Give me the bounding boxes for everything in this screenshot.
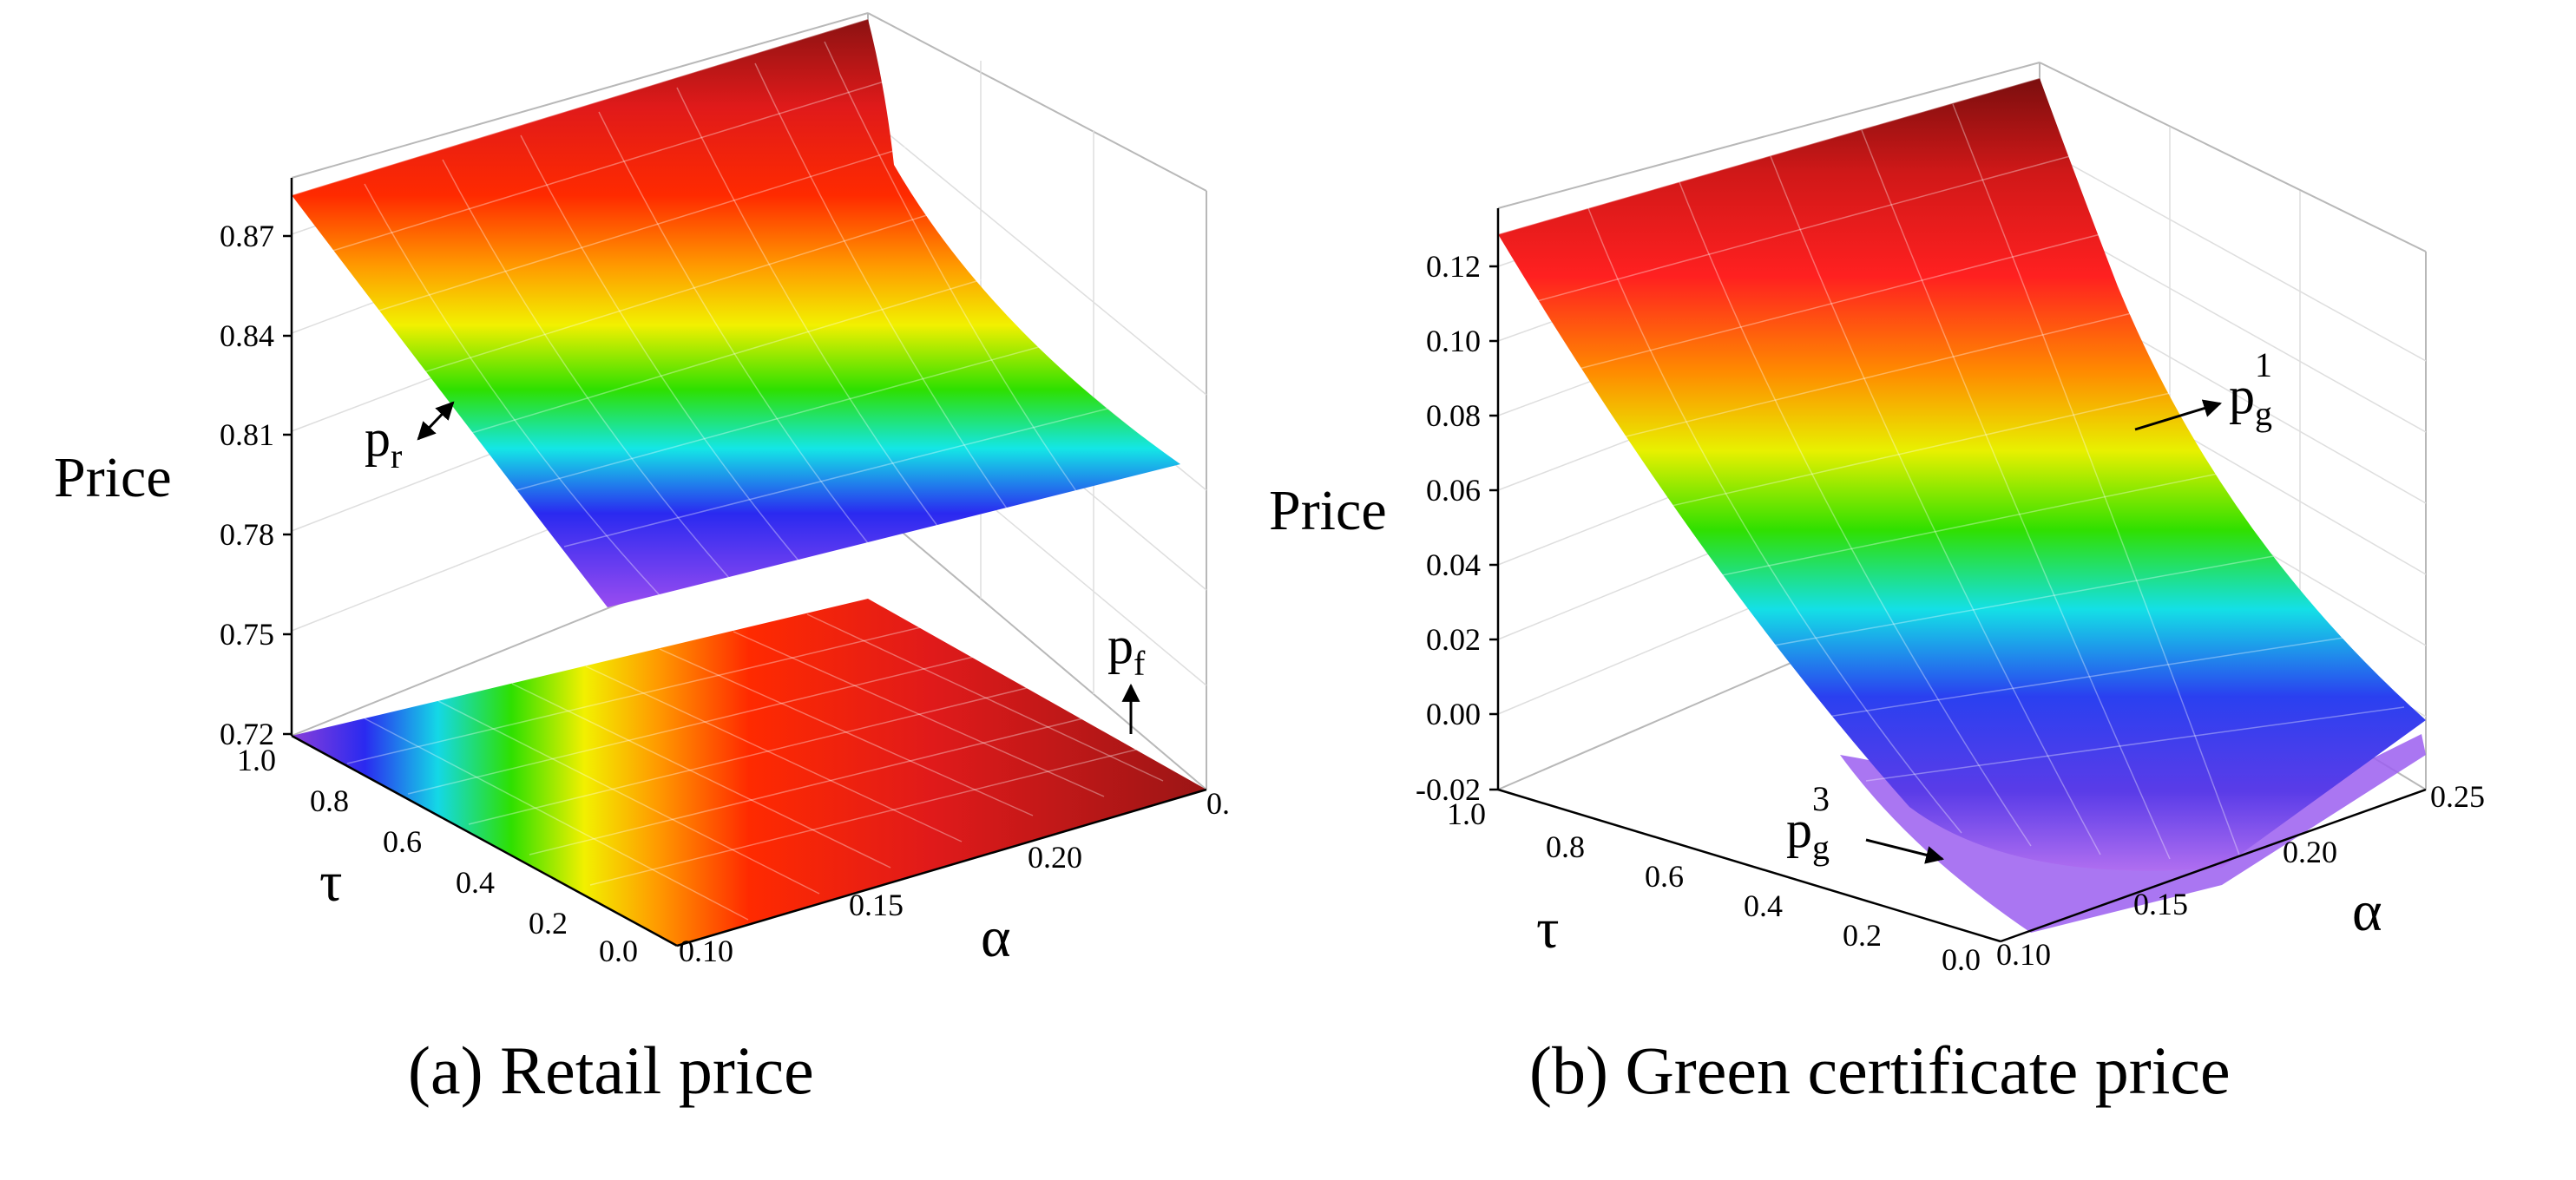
tau-tick-b: 1.0 (1447, 796, 1486, 831)
z-axis-b: -0.02 0.00 0.02 0.04 0.06 0.08 0.10 0.12… (1269, 208, 1500, 807)
tau-tick-b: 0.4 (1744, 888, 1783, 923)
z-tick-b: -0.02 (1416, 772, 1481, 807)
svg-text:pg3: pg 3 (1786, 779, 1830, 867)
z-axis-a: 0.72 0.75 0.78 0.81 0.84 0.87 Price (54, 178, 293, 751)
z-tick-a: 0.84 (220, 318, 274, 353)
p-g3-sub: g (1812, 828, 1830, 867)
surface-p-r (291, 18, 1180, 607)
alpha-tick-b: 0.10 (1996, 937, 2051, 972)
caption-b: (b) Green certificate price (1529, 1032, 2231, 1108)
svg-text:pg1: pg 1 (2229, 345, 2272, 433)
tau-tick-b: 0.6 (1645, 859, 1684, 894)
p-g3-sup: 3 (1812, 779, 1830, 818)
alpha-axis-b: 0.10 0.15 0.20 0.25 α (1996, 779, 2485, 972)
p-g1-sup: 1 (2255, 345, 2272, 384)
chart-green-certificate-price: -0.02 0.00 0.02 0.04 0.06 0.08 0.10 0.12… (1269, 62, 2485, 1108)
surface-p-f (292, 599, 1206, 946)
z-tick-a: 0.75 (220, 617, 274, 652)
z-tick-b: 0.10 (1426, 324, 1481, 358)
tau-tick-b: 0.2 (1843, 918, 1882, 953)
tau-tick-b: 0.8 (1546, 829, 1585, 864)
z-tick-b: 0.12 (1426, 249, 1481, 284)
z-tick-b: 0.06 (1426, 473, 1481, 508)
chart-retail-price: 0.72 0.75 0.78 0.81 0.84 0.87 Price 1.0 … (54, 12, 1230, 1108)
alpha-tick-a: 0.10 (679, 934, 733, 968)
p-r-main: p (365, 410, 391, 467)
p-f-main: p (1107, 617, 1134, 674)
z-tick-b: 0.02 (1426, 622, 1481, 657)
p-r-sub: r (391, 436, 402, 475)
p-g3-main: p (1786, 801, 1812, 858)
z-tick-b: 0.08 (1426, 398, 1481, 433)
tau-axis-label-a: τ (319, 850, 343, 914)
alpha-axis-label-a: α (981, 906, 1011, 969)
alpha-tick-a: 0.20 (1028, 840, 1082, 875)
tau-tick-a: 0.2 (529, 906, 568, 941)
annotation-p-f: pf (1107, 617, 1146, 734)
alpha-axis-label-b: α (2352, 880, 2382, 943)
tau-tick-a: 0.4 (456, 865, 495, 900)
tau-tick-a: 0.8 (310, 783, 349, 818)
tau-tick-a: 0.0 (599, 934, 638, 968)
z-tick-a: 0.81 (220, 417, 274, 452)
z-tick-a: 0.87 (220, 219, 274, 253)
tau-axis-a: 1.0 0.8 0.6 0.4 0.2 0.0 τ (237, 734, 678, 968)
z-axis-label-b: Price (1269, 479, 1387, 542)
tau-tick-a: 0.6 (383, 824, 422, 859)
p-f-sub: f (1134, 644, 1146, 683)
p-g1-main: p (2229, 367, 2255, 424)
tau-tick-a: 1.0 (237, 743, 276, 777)
z-tick-a: 0.72 (220, 717, 274, 751)
z-axis-label-a: Price (54, 446, 172, 509)
alpha-tick-b: 0.25 (2430, 779, 2485, 814)
annotation-p-g1: pg 1 (2134, 345, 2272, 433)
alpha-tick-b: 0.20 (2283, 835, 2337, 869)
tau-axis-b: 1.0 0.8 0.6 0.4 0.2 0.0 τ (1447, 788, 2001, 977)
caption-a: (a) Retail price (408, 1032, 814, 1108)
alpha-tick-a: 0.15 (849, 888, 904, 922)
z-tick-a: 0.78 (220, 517, 274, 552)
surface-p-g1 (1497, 77, 2426, 871)
p-g1-sub: g (2255, 394, 2272, 433)
alpha-axis-a: 0.10 0.15 0.20 0. α (676, 786, 1230, 969)
z-tick-b: 0.00 (1426, 697, 1481, 731)
z-tick-b: 0.04 (1426, 547, 1481, 582)
annotation-p-g3: pg 3 (1786, 779, 1945, 867)
tau-axis-label-b: τ (1536, 897, 1560, 960)
svg-text:pf: pf (1107, 617, 1146, 683)
surface-p-g3 (1840, 734, 2426, 933)
svg-text:pr: pr (365, 410, 402, 475)
alpha-tick-b: 0.15 (2133, 887, 2188, 921)
annotation-p-r: pr (365, 401, 455, 475)
alpha-tick-a: 0. (1206, 786, 1230, 821)
tau-tick-b: 0.0 (1942, 942, 1981, 977)
